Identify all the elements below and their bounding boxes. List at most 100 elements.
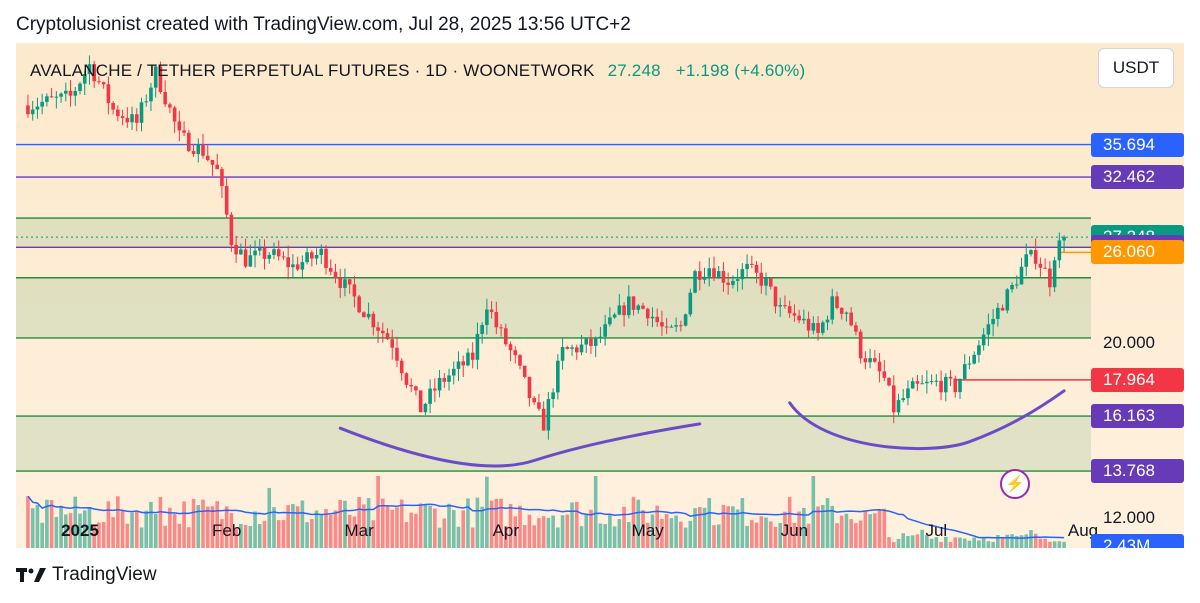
- candle-body: [584, 338, 589, 345]
- volume-bar: [68, 513, 73, 548]
- volume-bar: [73, 496, 78, 548]
- candle-body: [480, 324, 484, 334]
- candle-body: [1010, 284, 1014, 290]
- candle-body: [1005, 289, 1010, 311]
- volume-bar: [650, 514, 655, 548]
- volume-bar: [660, 518, 664, 548]
- candle-body: [906, 388, 910, 399]
- volume-bar: [556, 527, 560, 548]
- candle-body: [499, 327, 503, 329]
- volume-bar: [418, 503, 423, 548]
- volume-bar: [986, 541, 991, 548]
- candle-body: [981, 334, 986, 346]
- volume-bar: [30, 508, 35, 548]
- candle-body: [740, 269, 745, 280]
- currency-button[interactable]: USDT: [1098, 48, 1174, 88]
- volume-bar: [527, 514, 532, 548]
- volume-bar: [797, 511, 801, 548]
- candle-body: [735, 279, 740, 281]
- volume-bar: [787, 497, 792, 548]
- candle-body: [196, 144, 201, 155]
- volume-bar: [82, 510, 87, 548]
- candle-body: [191, 151, 196, 155]
- candle-body: [929, 381, 934, 383]
- candle-body: [125, 117, 130, 123]
- candle-body: [967, 363, 972, 365]
- candle-body: [532, 398, 536, 403]
- candle-body: [556, 360, 560, 393]
- volume-bar: [868, 514, 872, 548]
- volume-bar: [423, 504, 428, 548]
- candle-body: [343, 279, 347, 288]
- volume-bar: [877, 509, 882, 548]
- candle-body: [243, 249, 248, 267]
- candle-body: [745, 263, 749, 270]
- candle-body: [603, 324, 607, 337]
- candle-body: [310, 252, 314, 259]
- volume-bar: [494, 498, 499, 548]
- volume-bar: [806, 523, 811, 548]
- last-price: 27.248: [607, 61, 661, 80]
- volume-bar: [627, 521, 631, 548]
- candle-body: [996, 307, 1000, 319]
- candle-body: [660, 322, 664, 327]
- candle-body: [835, 296, 839, 308]
- x-tick-label: May: [632, 521, 665, 540]
- candle-body: [915, 381, 920, 384]
- candle-body: [925, 381, 929, 384]
- chart-background: [16, 43, 1184, 548]
- volume-bar: [158, 496, 163, 548]
- price-chart[interactable]: 2025 Feb Mar Apr May Jun Jul Aug: [16, 43, 1184, 548]
- volume-bar: [783, 511, 787, 548]
- candle-body: [295, 264, 300, 270]
- candle-body: [574, 347, 579, 353]
- volume-bar: [97, 522, 101, 548]
- candle-body: [759, 272, 764, 286]
- volume-bar: [286, 505, 290, 548]
- candle-body: [887, 377, 891, 386]
- lightning-icon[interactable]: ⚡: [1000, 469, 1030, 499]
- candle-body: [768, 278, 773, 287]
- candle-body: [229, 214, 234, 245]
- candle-body: [456, 361, 461, 369]
- candle-body: [347, 279, 352, 285]
- volume-bar: [243, 525, 248, 548]
- volume-bar: [191, 498, 196, 548]
- volume-bar: [1019, 535, 1024, 548]
- candle-body: [130, 114, 134, 123]
- candle-body: [948, 376, 953, 379]
- price-change: +1.198 (+4.60%): [675, 61, 806, 80]
- volume-bar: [858, 520, 863, 548]
- candle-body: [513, 350, 518, 356]
- price-label: 13.768: [1091, 459, 1184, 484]
- candle-body: [617, 305, 622, 315]
- volume-bar: [688, 520, 693, 548]
- candle-body: [485, 309, 489, 325]
- candle-body: [281, 256, 286, 258]
- volume-bar: [433, 508, 437, 548]
- candle-body: [92, 64, 96, 82]
- candle-body: [811, 323, 816, 331]
- candle-body: [357, 296, 361, 313]
- chart-area[interactable]: 2025 Feb Mar Apr May Jun Jul Aug AVALANCHE / TE…: [16, 43, 1184, 548]
- candle-body: [943, 376, 948, 393]
- candle-body: [447, 375, 451, 382]
- volume-bar: [414, 513, 418, 548]
- volume-bar: [101, 521, 106, 548]
- footer: TradingView: [16, 564, 157, 586]
- candle-body: [461, 361, 466, 366]
- candle-body: [267, 254, 272, 259]
- volume-bar: [943, 536, 948, 548]
- volume-bar: [272, 507, 276, 548]
- volume-bar: [177, 523, 182, 548]
- volume-bar: [262, 520, 267, 548]
- candle-body: [802, 318, 806, 321]
- candle-body: [679, 325, 683, 327]
- candle-body: [541, 408, 546, 431]
- volume-bar: [560, 515, 565, 548]
- volume-bar: [172, 514, 177, 548]
- candle-body: [674, 325, 678, 327]
- volume-bar: [347, 514, 352, 548]
- volume-bar: [210, 506, 215, 548]
- candle-body: [187, 132, 191, 152]
